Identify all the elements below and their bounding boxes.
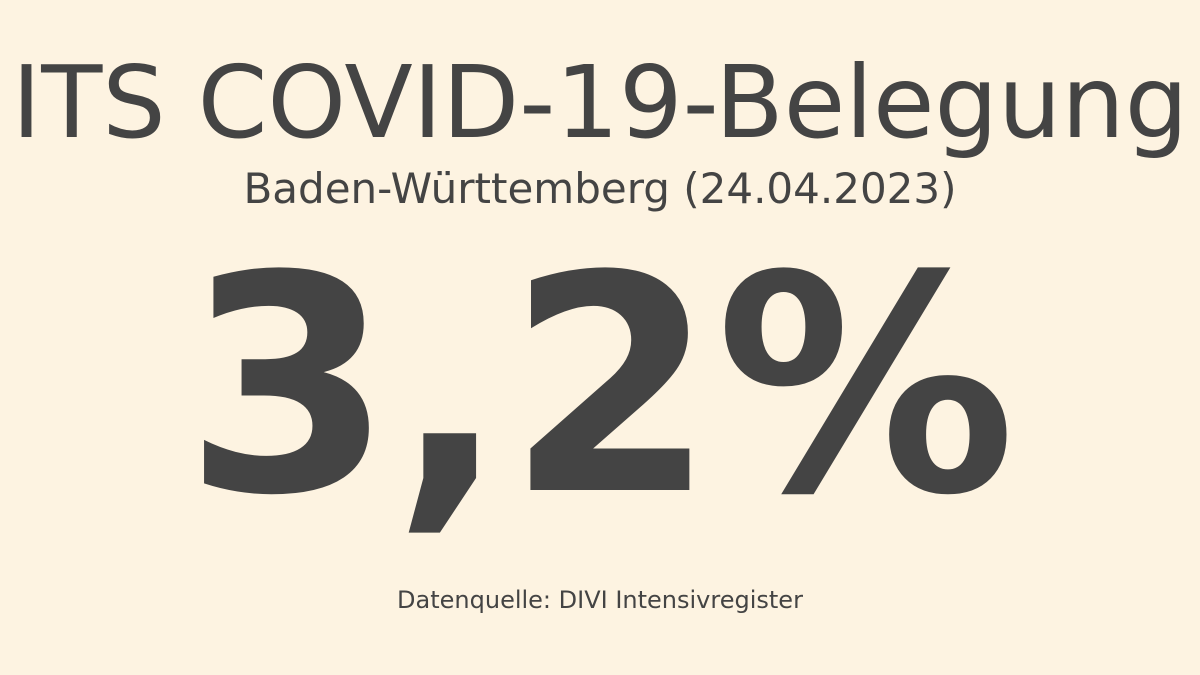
source: Datenquelle: DIVI Intensivregister (397, 586, 803, 614)
title: ITS COVID-19-Belegung (12, 44, 1189, 161)
subtitle: Baden-Württemberg (24.04.2023) (243, 164, 956, 213)
big-value: 3,2% (184, 212, 1016, 561)
